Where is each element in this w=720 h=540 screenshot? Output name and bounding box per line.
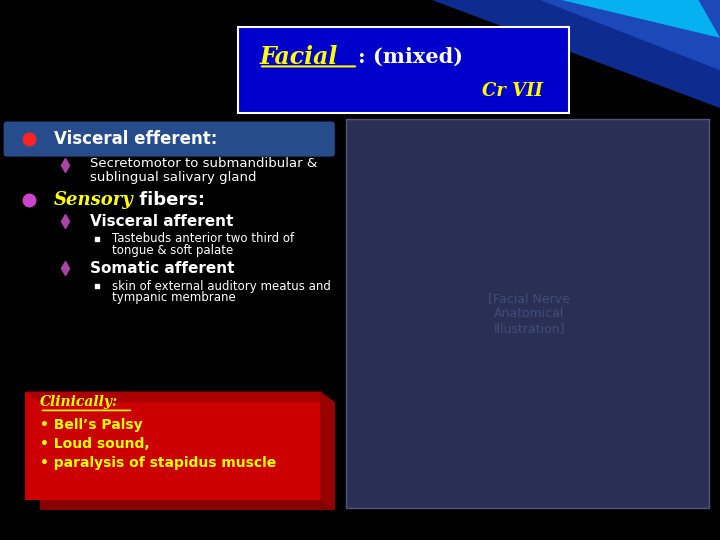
Polygon shape — [25, 392, 335, 402]
Text: • Loud sound,: • Loud sound, — [40, 437, 149, 451]
Text: tympanic membrane: tympanic membrane — [112, 291, 235, 304]
Text: • paralysis of stapidus muscle: • paralysis of stapidus muscle — [40, 456, 276, 470]
Text: Sensory: Sensory — [54, 191, 134, 209]
Text: • Bell’s Palsy: • Bell’s Palsy — [40, 418, 143, 432]
Text: Cr VII: Cr VII — [482, 82, 544, 100]
Polygon shape — [320, 392, 335, 510]
Bar — [25, 392, 320, 500]
Text: [Facial Nerve
Anatomical
Illustration]: [Facial Nerve Anatomical Illustration] — [488, 292, 570, 335]
FancyBboxPatch shape — [238, 27, 569, 113]
Text: Somatic afferent: Somatic afferent — [90, 261, 235, 276]
Text: Tastebuds anterior two third of: Tastebuds anterior two third of — [112, 232, 294, 245]
Text: Clinically:: Clinically: — [40, 395, 118, 409]
Bar — [346, 119, 709, 508]
Polygon shape — [396, 0, 720, 70]
Bar — [40, 402, 335, 510]
FancyBboxPatch shape — [4, 122, 335, 157]
Text: Visceral efferent:: Visceral efferent: — [54, 130, 217, 148]
Text: sublingual salivary gland: sublingual salivary gland — [90, 171, 256, 184]
Text: fibers:: fibers: — [133, 191, 205, 209]
Text: Facial: Facial — [259, 45, 338, 69]
Text: tongue & soft palate: tongue & soft palate — [112, 244, 233, 256]
Text: : (mixed): : (mixed) — [358, 46, 463, 67]
Polygon shape — [468, 0, 720, 38]
Text: skin of external auditory meatus and: skin of external auditory meatus and — [112, 280, 330, 293]
Polygon shape — [252, 0, 720, 108]
Text: Secretomotor to submandibular &: Secretomotor to submandibular & — [90, 157, 318, 170]
Text: Visceral afferent: Visceral afferent — [90, 214, 233, 229]
